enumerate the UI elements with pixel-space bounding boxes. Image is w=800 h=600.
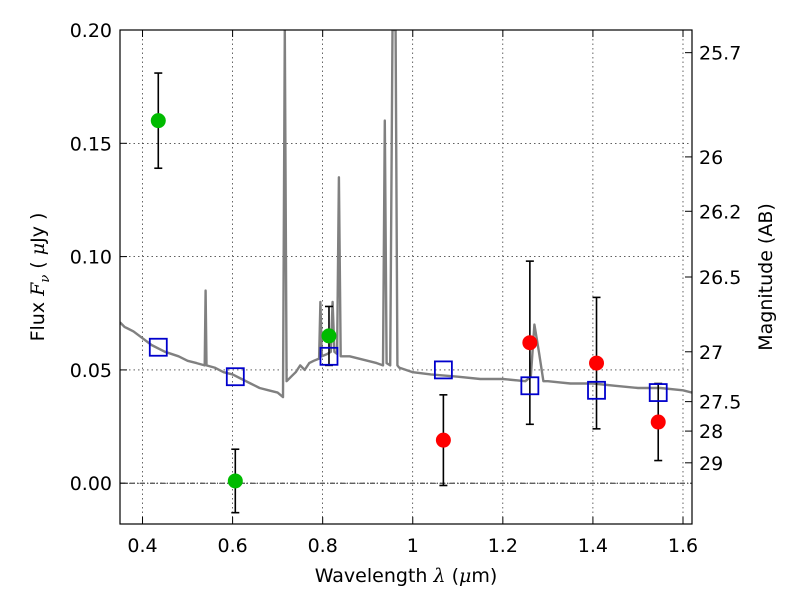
y2-tick-label: 27.5 (699, 392, 741, 414)
y2-tick-label: 29 (699, 453, 723, 475)
y-tick-label: 0.10 (70, 247, 112, 269)
data-point (589, 355, 605, 371)
y-tick-label: 0.00 (70, 473, 112, 495)
y2-tick-label: 26 (699, 147, 723, 169)
data-point (522, 335, 538, 351)
y2-tick-label: 28 (699, 421, 723, 443)
data-point (227, 473, 243, 489)
model-point (433, 360, 453, 380)
x-tick-label: 0.8 (308, 535, 338, 557)
x-axis-label: Wavelength λ (μm) (315, 565, 498, 587)
y2-tick-label: 26.2 (699, 201, 741, 223)
model-point (225, 367, 245, 387)
data-point (650, 414, 666, 430)
data-point (321, 328, 337, 344)
x-tick-label: 1.4 (578, 535, 608, 557)
x-tick-label: 1.6 (668, 535, 698, 557)
plot-frame (119, 29, 693, 525)
y2-tick-label: 27 (699, 342, 723, 364)
data-point (150, 113, 166, 129)
sed-model-line (120, 30, 692, 399)
y-tick-label: 0.20 (70, 20, 112, 42)
y2-tick-label: 26.5 (699, 267, 741, 289)
data-marks (148, 72, 668, 514)
x-tick-label: 1 (407, 535, 419, 557)
y-axis-label: Flux Fν ( μJy ) (27, 213, 53, 342)
data-point (435, 432, 451, 448)
grid-lines (120, 29, 692, 524)
axis-ticks: 0.4 0.6 0.8 1 1.2 1.4 1.6 0.00 0.05 0.10 0.15 0.20 2… (70, 20, 742, 557)
sed-layer (120, 30, 692, 399)
x-tick-label: 1.2 (488, 535, 518, 557)
y-tick-label: 0.15 (70, 133, 112, 155)
model-point (587, 380, 606, 400)
model-point (319, 346, 339, 366)
model-point (520, 376, 540, 396)
x-tick-label: 0.6 (217, 535, 247, 557)
model-point (648, 383, 668, 402)
y2-axis-label: Magnitude (AB) (755, 203, 777, 351)
y-tick-label: 0.05 (70, 360, 112, 382)
model-point (148, 337, 168, 357)
x-tick-label: 0.4 (127, 535, 157, 557)
y2-tick-label: 25.7 (699, 43, 741, 65)
